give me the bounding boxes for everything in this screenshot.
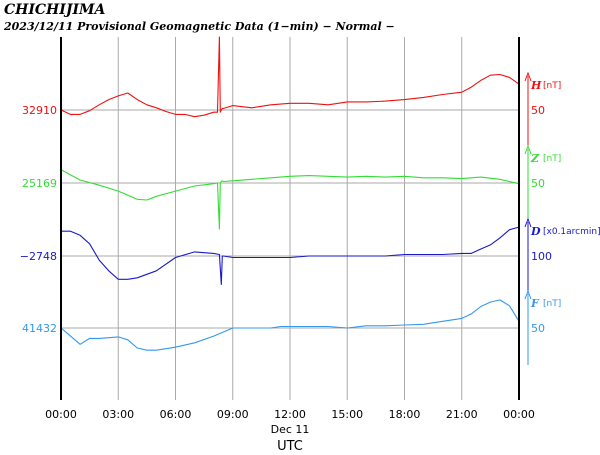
baseline-label-d: −2748 [20,250,57,263]
component-unit-f: [nT] [543,299,561,309]
chart-subtitle: 2023/12/11 Provisional Geomagnetic Data … [3,20,395,33]
scale-label-f: 50 [531,322,545,335]
series-line-z [60,169,520,230]
scale-label-z: 50 [531,177,545,190]
component-unit-h: [nT] [543,81,561,91]
scale-arrow-f [524,289,532,300]
baseline-label-f: 41432 [22,322,57,335]
x-tick-label: 18:00 [389,408,421,421]
scale-arrow-h [524,71,532,82]
baseline-label-z: 25169 [22,177,57,190]
component-unit-d: [x0.1arcmin] [543,227,600,237]
grid [117,37,463,400]
x-tick-labels: 00:00 03:00 06:00 09:00 12:00 15:00 18:00 21:00… [45,408,535,421]
scale-label-d: 100 [531,250,552,263]
x-tick-label: 00:00 [45,408,77,421]
series-line-h [60,36,520,118]
scale-label-h: 50 [531,104,545,117]
x-axis-label: UTC [277,439,303,454]
plot-frame [60,37,520,400]
station-title: CHICHIJIMA [4,2,106,18]
x-tick-label: 00:00 [503,408,535,421]
component-name-z: Z [530,152,540,165]
x-tick-label: 09:00 [217,408,249,421]
scale-arrow-z [524,144,532,155]
x-tick-label: 21:00 [446,408,478,421]
component-unit-z: [nT] [543,154,561,164]
left-baseline-labels: 32910 25169 −2748 41432 [20,104,57,335]
x-tick-label: 12:00 [274,408,306,421]
component-name-d: D [530,225,541,238]
x-tick-label: 15:00 [331,408,363,421]
scale-arrow-d [524,217,532,228]
component-name-f: F [530,297,540,310]
baselines [61,109,519,329]
x-tick-label: 03:00 [102,408,134,421]
x-date-label: Dec 11 [271,423,310,436]
series-line-d [61,226,520,286]
component-name-h: H [530,79,542,92]
x-tick-label: 06:00 [160,408,192,421]
series-line-f [60,299,520,351]
baseline-label-h: 32910 [22,104,57,117]
series-lines [60,36,520,351]
